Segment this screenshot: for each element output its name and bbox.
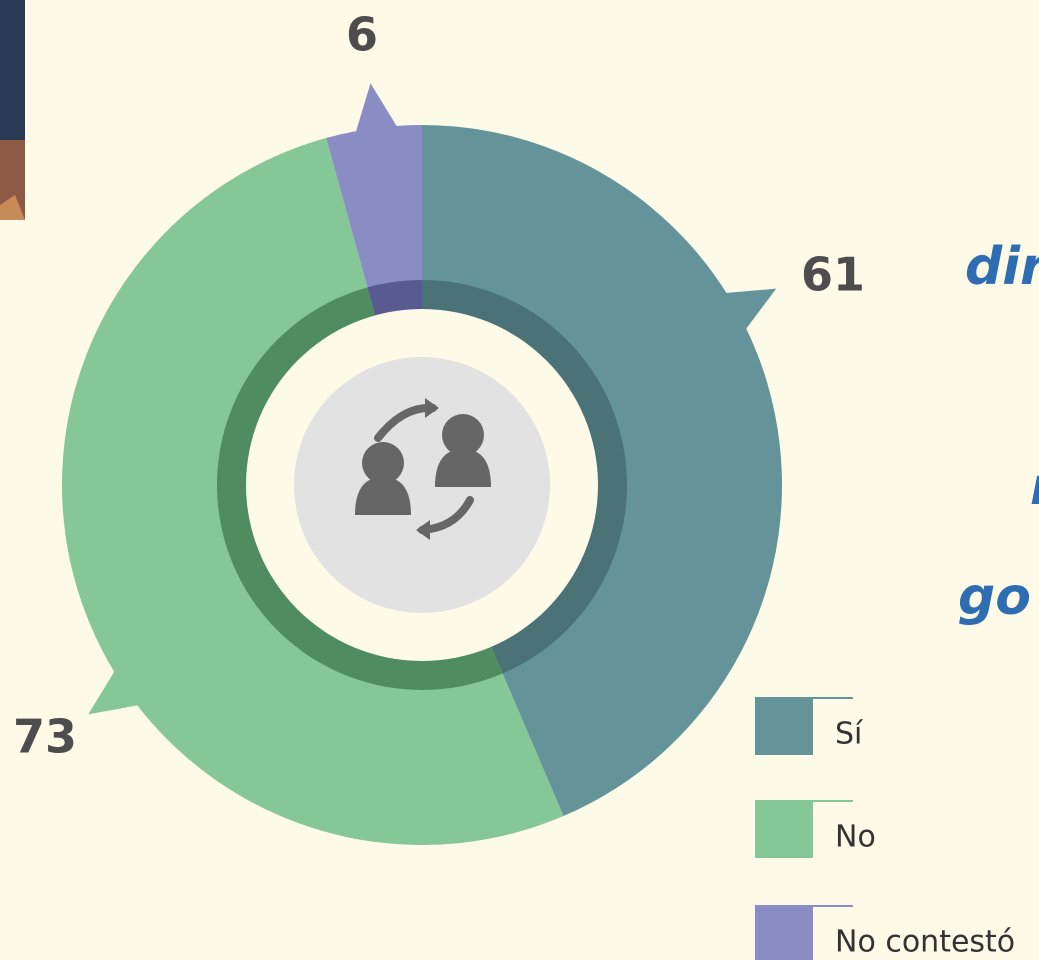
icon-bg — [294, 357, 550, 613]
legend-label: No contestó — [835, 925, 1015, 960]
value-label: 6 — [346, 8, 378, 62]
legend-label: Sí — [835, 717, 864, 752]
photo — [0, 0, 25, 220]
pointer — [350, 83, 409, 153]
legend-label: No — [835, 820, 876, 855]
annotation: dir — [965, 237, 1039, 297]
legend-swatch — [755, 905, 813, 960]
annotation: go — [958, 567, 1031, 627]
page: dir r go 61 Sí 73 No 6 No contestó — [0, 0, 1039, 960]
value-label: 61 — [801, 248, 865, 302]
legend-swatch — [755, 697, 813, 755]
chart: dir r go 61 Sí 73 No 6 No contestó — [0, 0, 1039, 960]
value-label: 73 — [13, 710, 77, 764]
annotation: r — [1030, 457, 1039, 517]
legend-swatch — [755, 800, 813, 858]
